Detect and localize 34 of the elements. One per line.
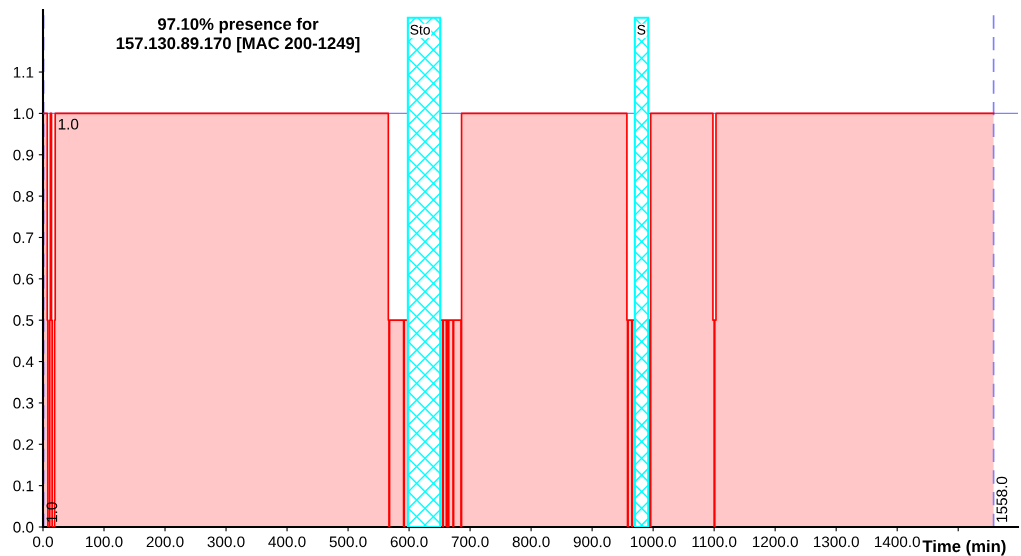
ref-line-label: 1.0 [46, 502, 58, 522]
text: 97.10% presence for 157.130.89.170 [MAC 200-1249] [116, 17, 360, 53]
band-label: Sto [410, 24, 430, 35]
x-tick-label: 400.0 [268, 536, 306, 548]
band-label: S [637, 24, 646, 35]
x-tick-label: 0.0 [32, 536, 54, 548]
y-tick-label: 0.5 [13, 315, 34, 326]
x-tick-label: 1000.0 [630, 536, 676, 548]
y-tick-label: 0.8 [13, 190, 34, 202]
x-tick-label: 800.0 [512, 536, 550, 548]
x-tick-label: 500.0 [329, 536, 367, 548]
x-tick-label: 100.0 [86, 536, 123, 548]
y-tick-label: 0.7 [13, 232, 34, 244]
y-tick-label: 0.4 [13, 356, 34, 368]
y-tick-label: 0.3 [13, 397, 34, 409]
y-tick-label: 0.2 [13, 439, 34, 450]
ref-line-label: 1558.0 [996, 476, 1008, 522]
x-tick-label: 900.0 [573, 536, 611, 548]
y-tick-label: 0.9 [13, 149, 34, 161]
y-tick-label: 0.1 [13, 480, 34, 492]
x-tick-label: 200.0 [146, 536, 184, 548]
x-tick-label: 300.0 [207, 536, 245, 548]
x-tick-label: 1400.0 [875, 536, 920, 548]
y-tick-label: 0.6 [13, 273, 34, 285]
x-tick-label: 1300.0 [813, 536, 859, 548]
ref-line-label: 1.0 [58, 118, 79, 130]
x-axis-title: Time (min) [922, 539, 1006, 556]
x-tick-label: 1100.0 [692, 536, 737, 548]
y-tick-label: 1.1 [13, 67, 34, 78]
x-tick-label: 1200.0 [752, 536, 798, 548]
y-tick-label: 0.0 [13, 521, 34, 533]
x-tick-label: 600.0 [390, 536, 428, 548]
x-tick-label: 700.0 [451, 536, 489, 548]
y-tick-label: 1.0 [13, 108, 34, 120]
